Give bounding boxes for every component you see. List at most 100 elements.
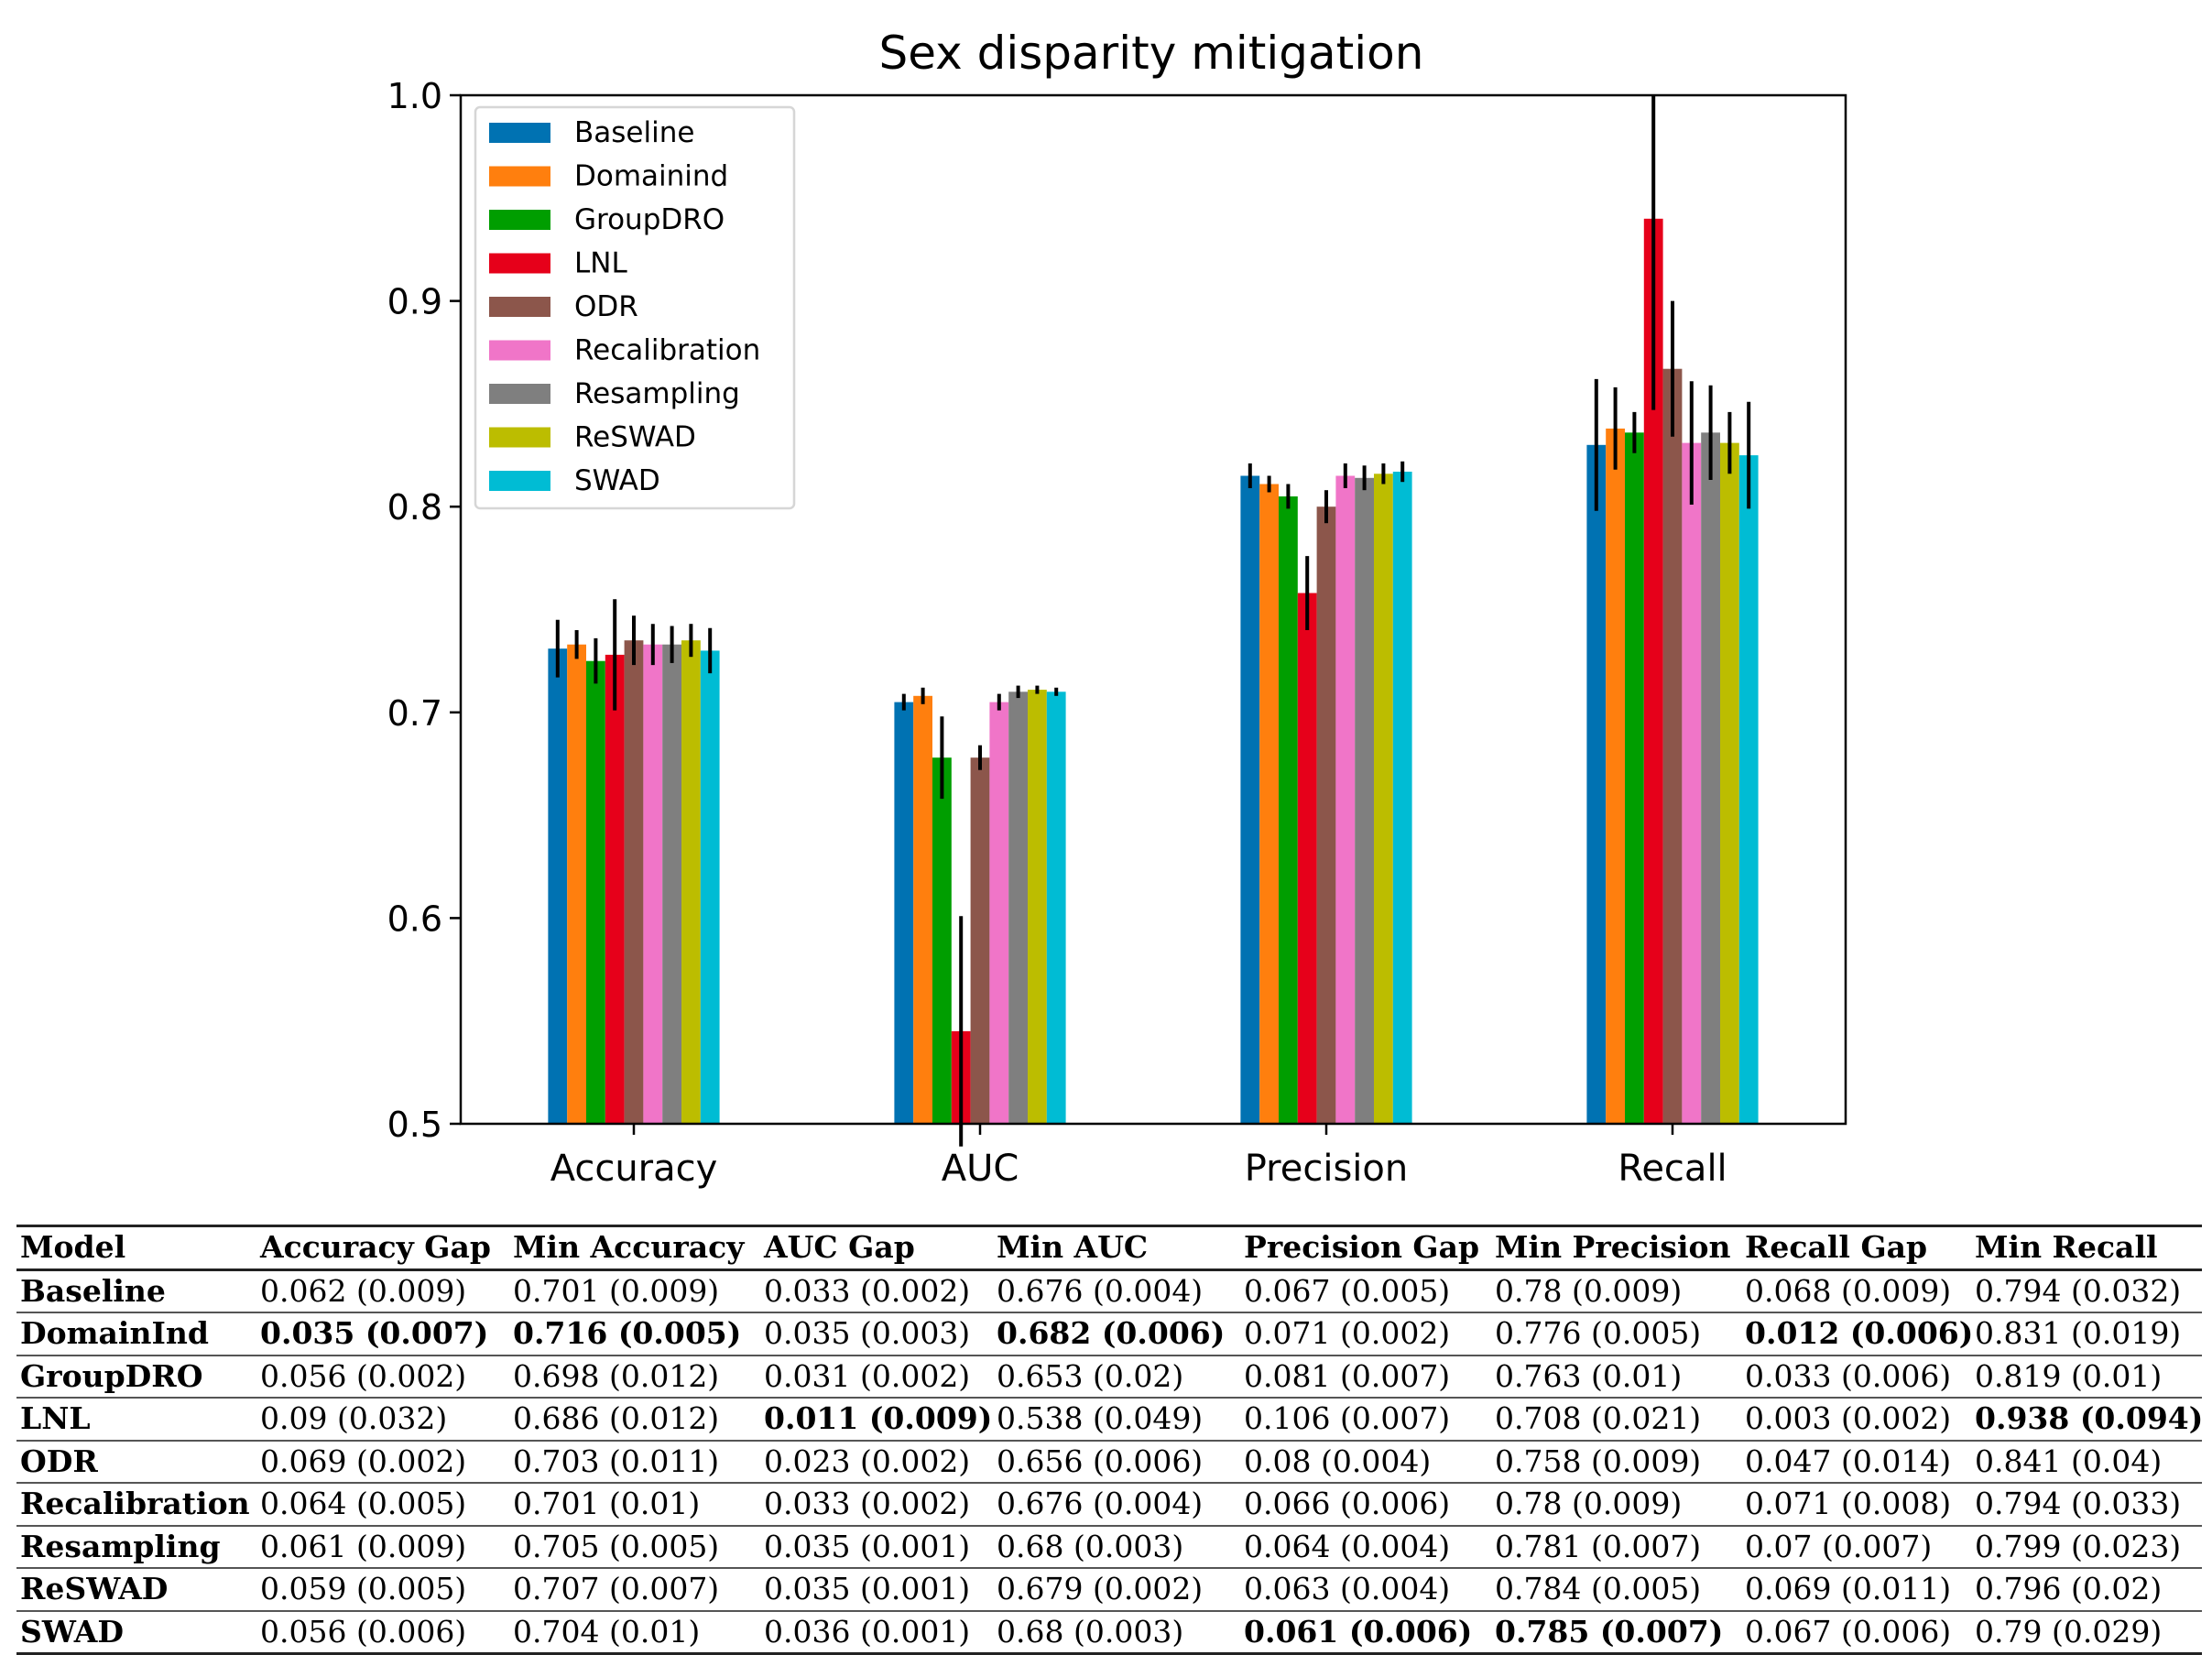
table-cell: 0.035 (0.001) xyxy=(760,1568,993,1612)
table-row: LNL 0.09 (0.032) 0.686 (0.012) 0.011 (0.009… xyxy=(16,1398,2202,1442)
table-cell: 0.538 (0.049) xyxy=(993,1398,1240,1442)
table-cell: 0.841 (0.04) xyxy=(1971,1440,2202,1484)
table-cell: 0.003 (0.002) xyxy=(1741,1398,1971,1442)
table-row: GroupDRO 0.056 (0.002) 0.698 (0.012) 0.031 … xyxy=(16,1355,2202,1399)
table-cell: 0.035 (0.007) xyxy=(256,1312,509,1356)
table-cell: 0.069 (0.002) xyxy=(256,1440,509,1484)
legend-label: ODR xyxy=(574,290,638,323)
table-cell: 0.07 (0.007) xyxy=(1741,1525,1971,1569)
bar-lnl-recall xyxy=(1643,218,1663,1125)
y-tick-label: 0.8 xyxy=(387,487,442,528)
bar-recalibration-accuracy xyxy=(643,644,663,1124)
table-row: DomainInd 0.035 (0.007) 0.716 (0.005) 0.035… xyxy=(16,1312,2202,1356)
bar-resampling-precision xyxy=(1355,477,1374,1124)
table-cell: 0.716 (0.005) xyxy=(509,1312,760,1356)
table-row: ODR 0.069 (0.002) 0.703 (0.011) 0.023 (0.00… xyxy=(16,1440,2202,1484)
table-cell: 0.071 (0.002) xyxy=(1240,1312,1491,1356)
legend-label: Baseline xyxy=(574,116,694,149)
bar-swad-auc xyxy=(1046,691,1066,1124)
y-tick-label: 0.6 xyxy=(387,898,442,939)
table-cell-model: DomainInd xyxy=(16,1312,256,1356)
table-cell-model: GroupDRO xyxy=(16,1355,256,1399)
table-cell: 0.069 (0.011) xyxy=(1741,1568,1971,1612)
table-cell: 0.701 (0.01) xyxy=(509,1483,760,1527)
bar-lnl-precision xyxy=(1297,593,1317,1124)
results-table: Model Accuracy Gap Min Accuracy AUC Gap Min … xyxy=(16,1225,2202,1655)
x-tick-label: Precision xyxy=(1245,1148,1408,1190)
table-cell: 0.799 (0.023) xyxy=(1971,1525,2202,1569)
table-cell-model: Resampling xyxy=(16,1525,256,1569)
bar-recalibration-recall xyxy=(1682,442,1702,1125)
table-cell: 0.708 (0.021) xyxy=(1491,1398,1741,1442)
table-header-cell: AUC Gap xyxy=(760,1225,993,1271)
table-cell: 0.071 (0.008) xyxy=(1741,1483,1971,1527)
legend-swatch xyxy=(489,427,550,448)
table-cell: 0.067 (0.005) xyxy=(1240,1269,1491,1313)
table-cell: 0.062 (0.009) xyxy=(256,1269,509,1313)
table-cell: 0.012 (0.006) xyxy=(1741,1312,1971,1356)
table-cell: 0.064 (0.004) xyxy=(1240,1525,1491,1569)
table-cell: 0.79 (0.029) xyxy=(1971,1610,2202,1655)
table-cell: 0.705 (0.005) xyxy=(509,1525,760,1569)
bar-groupdro-recall xyxy=(1625,432,1644,1124)
table-cell: 0.68 (0.003) xyxy=(993,1610,1240,1655)
bar-reswad-accuracy xyxy=(681,640,701,1124)
table-header-cell: Accuracy Gap xyxy=(256,1225,509,1271)
table-row: ReSWAD 0.059 (0.005) 0.707 (0.007) 0.035 (0… xyxy=(16,1568,2202,1612)
table-cell: 0.776 (0.005) xyxy=(1491,1312,1741,1356)
table-cell: 0.701 (0.009) xyxy=(509,1269,760,1313)
table-cell: 0.011 (0.009) xyxy=(760,1398,993,1442)
table-cell: 0.819 (0.01) xyxy=(1971,1355,2202,1399)
bar-odr-accuracy xyxy=(624,640,644,1124)
table-cell: 0.035 (0.001) xyxy=(760,1525,993,1569)
table-cell: 0.938 (0.094) xyxy=(1971,1398,2202,1442)
table-cell: 0.061 (0.006) xyxy=(1240,1610,1491,1655)
legend-swatch xyxy=(489,340,550,361)
table-cell: 0.056 (0.002) xyxy=(256,1355,509,1399)
table-body: Baseline 0.062 (0.009) 0.701 (0.009) 0.033 … xyxy=(16,1269,2202,1655)
table-cell: 0.794 (0.033) xyxy=(1971,1483,2202,1527)
legend: Baseline Domainind GroupDRO LNL ODR Recalibra… xyxy=(474,105,796,510)
legend-swatch xyxy=(489,123,550,143)
bar-resampling-auc xyxy=(1008,691,1028,1124)
bar-baseline-recall xyxy=(1586,444,1607,1124)
table-cell: 0.061 (0.009) xyxy=(256,1525,509,1569)
table-cell: 0.033 (0.006) xyxy=(1741,1355,1971,1399)
bar-domainind-recall xyxy=(1606,428,1625,1124)
table-cell: 0.758 (0.009) xyxy=(1491,1440,1741,1484)
table-cell: 0.09 (0.032) xyxy=(256,1398,509,1442)
table-cell: 0.68 (0.003) xyxy=(993,1525,1240,1569)
bar-groupdro-accuracy xyxy=(586,660,605,1124)
table-cell-model: LNL xyxy=(16,1398,256,1442)
bar-groupdro-auc xyxy=(932,757,952,1124)
table-cell-model: SWAD xyxy=(16,1610,256,1655)
axes-layer: 0.5 0.6 0.7 0.8 0.9 1.0 Accuracy AUC Precision Re… xyxy=(387,76,1847,1190)
bar-domainind-precision xyxy=(1259,484,1279,1124)
table-row: Baseline 0.062 (0.009) 0.701 (0.009) 0.033 … xyxy=(16,1269,2202,1313)
bar-lnl-accuracy xyxy=(605,654,625,1124)
bar-recalibration-auc xyxy=(989,702,1009,1124)
chart-title: Sex disparity mitigation xyxy=(879,27,1424,80)
table-cell: 0.794 (0.032) xyxy=(1971,1269,2202,1313)
bar-swad-accuracy xyxy=(700,650,720,1124)
bar-reswad-recall xyxy=(1720,442,1739,1125)
legend-box xyxy=(474,105,796,510)
table-cell: 0.035 (0.003) xyxy=(760,1312,993,1356)
table-cell: 0.781 (0.007) xyxy=(1491,1525,1741,1569)
legend-label: ReSWAD xyxy=(574,421,696,454)
table-cell: 0.036 (0.001) xyxy=(760,1610,993,1655)
table-cell-model: ODR xyxy=(16,1440,256,1484)
table-cell: 0.78 (0.009) xyxy=(1491,1483,1741,1527)
table-cell: 0.023 (0.002) xyxy=(760,1440,993,1484)
bar-domainind-accuracy xyxy=(567,644,586,1124)
table-header-cell: Precision Gap xyxy=(1240,1225,1491,1271)
plot-frame xyxy=(459,93,1847,1126)
table-header-cell: Min Precision xyxy=(1491,1225,1741,1271)
bar-swad-recall xyxy=(1738,455,1759,1125)
table-cell: 0.679 (0.002) xyxy=(993,1568,1240,1612)
x-tick-label: AUC xyxy=(942,1148,1019,1190)
bar-chart: Sex disparity mitigation 0.5 0.6 0.7 0.8 0.9… xyxy=(387,27,1847,1190)
bars-layer xyxy=(548,95,1759,1147)
table-cell: 0.707 (0.007) xyxy=(509,1568,760,1612)
table-cell: 0.704 (0.01) xyxy=(509,1610,760,1655)
